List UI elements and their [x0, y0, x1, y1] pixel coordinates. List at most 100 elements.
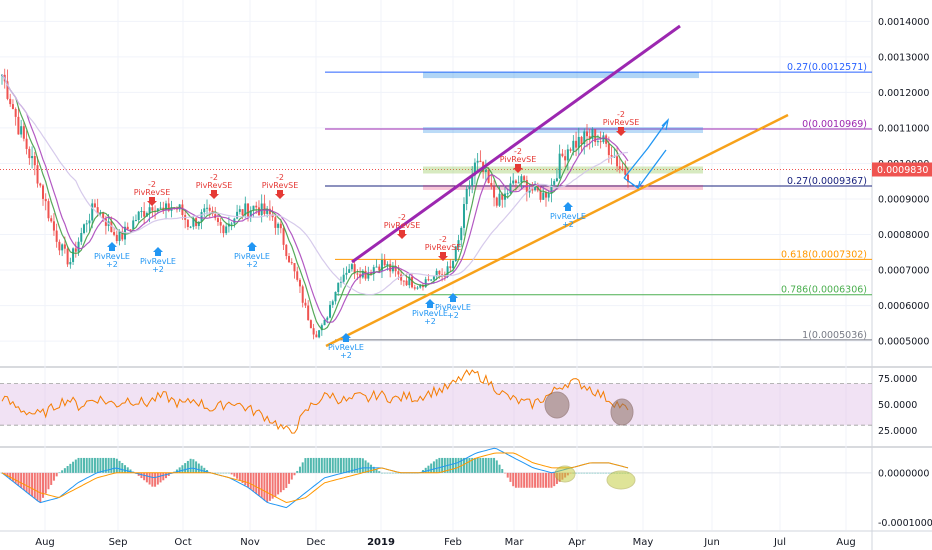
pivot-short-label: PivRevSE	[134, 188, 171, 197]
candle-body	[167, 203, 170, 211]
macd-histogram-bar	[356, 457, 359, 473]
candle-body	[216, 218, 219, 222]
candle-body	[323, 319, 326, 326]
candle-body	[315, 334, 318, 338]
macd-histogram-bar	[427, 465, 430, 473]
macd-histogram-bar	[536, 472, 539, 488]
macd-histogram-bar	[11, 472, 14, 482]
macd-histogram-bar	[290, 472, 293, 480]
macd-histogram-bar	[457, 457, 460, 473]
price-axis-tick-label: 0.0014000	[878, 17, 929, 28]
candle-body	[266, 208, 269, 214]
pivot-short-arrow	[513, 164, 523, 173]
candle-body	[555, 178, 558, 182]
candle-body	[479, 160, 482, 163]
candle-body	[159, 207, 162, 209]
macd-histogram-bar	[375, 469, 378, 473]
zones-layer	[423, 72, 703, 190]
pivot-long-arrow	[107, 242, 117, 251]
candle-body	[219, 221, 222, 226]
candle-body	[298, 279, 301, 287]
macd-histogram-bar	[607, 472, 610, 474]
macd-histogram-bar	[353, 457, 356, 473]
candle-body	[413, 287, 416, 289]
candle-body	[397, 271, 400, 275]
macd-histogram-bar	[72, 461, 75, 473]
macd-histogram-bar	[307, 457, 310, 473]
rsi-axis-tick-label: 75.0000	[878, 374, 917, 385]
macd-histogram-bar	[329, 457, 332, 473]
candle-body	[495, 197, 498, 206]
pivot-offset-label: -2	[617, 110, 625, 119]
macd-histogram-bar	[80, 457, 83, 473]
macd-histogram-bar	[192, 459, 195, 473]
macd-histogram-bar	[383, 472, 386, 474]
pivot-long-label: PivRevLE	[328, 343, 364, 352]
pivot-long-arrow	[341, 333, 351, 342]
candle-body	[391, 266, 394, 272]
candle-body	[277, 223, 280, 228]
pivot-offset-label: -2	[439, 235, 447, 244]
macd-histogram-bar	[118, 460, 121, 473]
candle-body	[200, 212, 203, 222]
candle-body	[129, 229, 132, 231]
macd-histogram-bar	[126, 467, 129, 473]
macd-histogram-bar	[184, 463, 187, 473]
axes-layer: Aug Sep Oct Nov Dec 2019 Feb Mar Apr May Jun Jul Aug…	[35, 17, 932, 548]
macd-histogram-bar	[151, 472, 154, 487]
candle-body	[115, 234, 118, 242]
candle-body	[197, 221, 200, 227]
macd-histogram-bar	[156, 472, 159, 485]
candle-body	[44, 198, 47, 202]
candle-body	[435, 270, 438, 277]
candle-body	[572, 140, 575, 151]
macd-histogram-bar	[9, 472, 12, 480]
macd-histogram-bar	[580, 472, 583, 474]
signal-line	[1, 452, 629, 504]
macd-histogram-bar	[52, 472, 55, 481]
candle-body	[389, 263, 392, 272]
price-axis-tick-label: 0.0008000	[878, 230, 929, 241]
macd-histogram-bar	[277, 472, 280, 495]
candle-body	[279, 223, 282, 229]
pivot-offset-label: -2	[398, 213, 406, 222]
price-axis-tick-label: 0.0005000	[878, 337, 929, 348]
rsi-panel: 75.0000 50.0000 25.0000	[0, 369, 917, 437]
macd-histogram-bar	[178, 467, 181, 473]
trendlines-layer[interactable]	[325, 24, 789, 348]
macd-histogram-bar	[241, 472, 244, 484]
candle-body	[22, 126, 25, 139]
macd-histogram-bar	[462, 457, 465, 473]
macd-histogram-bar	[323, 457, 326, 473]
candle-body	[301, 286, 304, 303]
pivot-long-label: PivRevLE	[435, 303, 471, 312]
rsi-line	[1, 369, 629, 434]
candle-body	[14, 108, 17, 117]
macd-histogram-bar	[44, 472, 47, 494]
candle-body	[547, 193, 550, 198]
candle-body	[74, 248, 77, 252]
macd-histogram-bar	[96, 457, 99, 473]
candle-body	[575, 140, 578, 148]
candle-body	[367, 272, 370, 279]
macd-histogram-bar	[542, 472, 545, 488]
macd-histogram-bar	[591, 472, 594, 474]
candle-body	[52, 221, 55, 231]
macd-histogram-bar	[39, 472, 42, 503]
macd-histogram-bar	[214, 472, 217, 474]
macd-histogram-bar	[200, 465, 203, 473]
candle-body	[104, 218, 107, 226]
candle-body	[42, 185, 45, 199]
macd-histogram-bar	[288, 472, 291, 484]
macd-histogram-bar	[47, 472, 50, 490]
candle-body	[148, 207, 151, 214]
macd-axis-tick-label: 0.0000000	[878, 468, 929, 479]
moving-average-line	[1, 74, 629, 323]
macd-histogram-bar	[471, 457, 474, 473]
candle-body	[282, 228, 285, 245]
x-axis-tick-label: Sep	[109, 537, 128, 548]
macd-highlight-ellipse	[606, 470, 636, 490]
macd-histogram-bar	[55, 472, 58, 477]
candle-body	[583, 131, 586, 145]
